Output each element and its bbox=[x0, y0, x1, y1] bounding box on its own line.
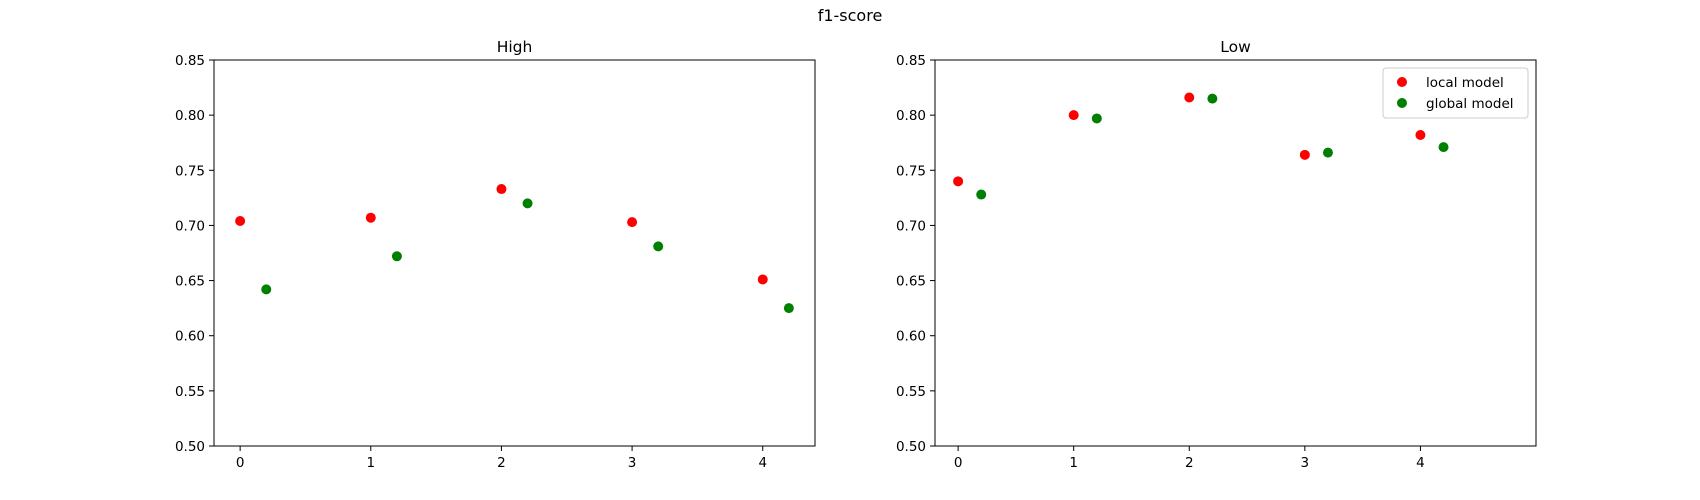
y-tick-label: 0.70 bbox=[896, 218, 926, 234]
axes-frame bbox=[213, 59, 816, 447]
x-tick-label: 0 bbox=[954, 455, 963, 471]
y-tick-label: 0.85 bbox=[175, 53, 205, 69]
data-point-global-model bbox=[1091, 113, 1102, 124]
data-point-global-model bbox=[1438, 142, 1449, 153]
y-tick-label: 0.75 bbox=[896, 163, 926, 179]
x-tick-label: 1 bbox=[366, 455, 375, 471]
data-point-local-model bbox=[1184, 92, 1195, 103]
data-point-local-model bbox=[496, 184, 507, 195]
axes-frame bbox=[934, 59, 1537, 447]
chart-panel-low: Low 0.50 0.55 0.60 0.65 0.70 0.75 0.80 0.85 0 1 2 3 4… bbox=[896, 38, 1537, 471]
data-point-global-model bbox=[522, 198, 533, 209]
y-tick-label: 0.60 bbox=[896, 329, 926, 345]
legend-label: local model bbox=[1426, 75, 1504, 91]
data-point-global-model bbox=[783, 303, 794, 314]
y-tick-label: 0.55 bbox=[896, 384, 926, 400]
x-tick-label: 3 bbox=[1301, 455, 1310, 471]
legend-box bbox=[1382, 67, 1529, 119]
y-tick-label: 0.65 bbox=[175, 274, 205, 290]
data-point-local-model bbox=[365, 212, 376, 223]
x-tick-label: 1 bbox=[1069, 455, 1078, 471]
data-point-local-model bbox=[757, 274, 768, 285]
data-point-global-model bbox=[261, 284, 272, 295]
x-tick-label: 3 bbox=[628, 455, 637, 471]
x-tick-label: 0 bbox=[236, 455, 245, 471]
legend-marker bbox=[1397, 98, 1407, 108]
legend-label: global model bbox=[1426, 96, 1514, 112]
chart-panel-high: High 0.50 0.55 0.60 0.65 0.70 0.75 0.80 0.85 0 1 2 3… bbox=[175, 38, 816, 471]
data-point-local-model bbox=[1415, 129, 1426, 140]
data-point-local-model bbox=[953, 176, 964, 187]
data-point-local-model bbox=[1299, 149, 1310, 160]
y-tick-label: 0.80 bbox=[175, 108, 205, 124]
y-tick-label: 0.75 bbox=[175, 163, 205, 179]
panel-title-high: High bbox=[497, 38, 533, 56]
x-tick-label: 2 bbox=[497, 455, 506, 471]
y-tick-label: 0.50 bbox=[175, 439, 205, 455]
legend-marker bbox=[1397, 77, 1407, 87]
data-point-global-model bbox=[976, 189, 987, 200]
x-tick-label: 4 bbox=[758, 455, 767, 471]
x-tick-label: 2 bbox=[1185, 455, 1194, 471]
data-point-local-model bbox=[627, 217, 638, 228]
data-point-local-model bbox=[1068, 110, 1079, 121]
data-point-global-model bbox=[653, 241, 664, 252]
legend: local model global model bbox=[1382, 67, 1529, 119]
data-point-local-model bbox=[235, 216, 246, 227]
data-point-global-model bbox=[391, 251, 402, 262]
y-tick-label: 0.70 bbox=[175, 218, 205, 234]
data-point-global-model bbox=[1207, 93, 1218, 104]
y-tick-label: 0.55 bbox=[175, 384, 205, 400]
data-point-global-model bbox=[1322, 147, 1333, 158]
y-tick-label: 0.85 bbox=[896, 53, 926, 69]
y-tick-label: 0.60 bbox=[175, 329, 205, 345]
y-tick-label: 0.65 bbox=[896, 274, 926, 290]
y-tick-label: 0.80 bbox=[896, 108, 926, 124]
y-tick-label: 0.50 bbox=[896, 439, 926, 455]
figure-title: f1-score bbox=[817, 6, 883, 25]
x-tick-label: 4 bbox=[1416, 455, 1425, 471]
panel-title-low: Low bbox=[1220, 38, 1251, 56]
